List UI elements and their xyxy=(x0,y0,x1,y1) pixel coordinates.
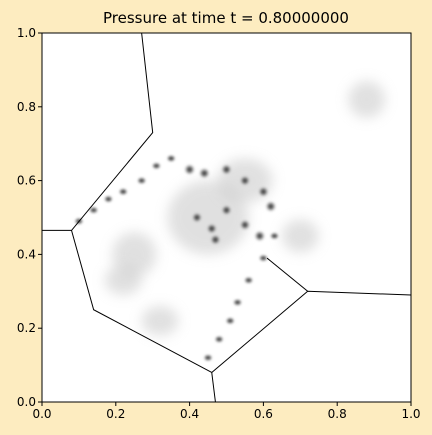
wave-front-lines xyxy=(42,33,411,402)
y-tick-label: 0.2 xyxy=(17,321,36,335)
vortex-core xyxy=(266,201,276,212)
pressure-blob xyxy=(141,306,179,336)
vortex-core xyxy=(240,220,250,230)
vortex-point xyxy=(270,233,279,239)
vortex-core xyxy=(221,164,232,175)
x-tick-label: 0.4 xyxy=(180,407,199,421)
chart-title: Pressure at time t = 0.80000000 xyxy=(103,9,349,27)
wave-front-line xyxy=(266,257,308,292)
vortex-point xyxy=(119,188,127,195)
vortex-point xyxy=(259,255,268,261)
vortex-point xyxy=(104,196,113,202)
plot-frame xyxy=(41,32,412,403)
vortex-core xyxy=(184,164,195,175)
y-tick-label: 0.6 xyxy=(17,174,36,188)
wave-front-line xyxy=(71,230,216,402)
pressure-blob xyxy=(281,219,319,253)
y-tick-label: 0.0 xyxy=(17,395,36,409)
vortex-point xyxy=(215,336,223,343)
vortex-core xyxy=(199,168,210,178)
y-tick-label: 1.0 xyxy=(17,26,36,40)
vortex-core xyxy=(240,175,250,186)
pressure-blob xyxy=(112,232,157,277)
pressure-blob xyxy=(348,80,386,118)
pressure-field xyxy=(75,80,386,361)
axes-ticks: 0.0 0.2 0.4 0.6 0.8 1.0 0.0 0.2 0.4 0.6 0.8 1.0 xyxy=(17,26,421,421)
x-tick-label: 0.0 xyxy=(32,407,51,421)
vortex-point xyxy=(167,155,175,162)
vortex-point xyxy=(233,299,242,306)
x-tick-label: 0.2 xyxy=(106,407,125,421)
x-tick-label: 0.6 xyxy=(254,407,273,421)
wave-front-line xyxy=(42,33,154,231)
x-tick-label: 0.8 xyxy=(328,407,347,421)
vortex-core xyxy=(192,212,202,223)
vortex-core xyxy=(258,186,269,197)
y-tick-label: 0.4 xyxy=(17,247,36,261)
vortex-core xyxy=(210,234,221,245)
vortex-core xyxy=(254,231,265,241)
vortex-point xyxy=(226,317,234,324)
y-tick-label: 0.8 xyxy=(17,100,36,114)
vortex-point xyxy=(204,354,212,361)
x-tick-label: 1.0 xyxy=(401,407,420,421)
vortex-core xyxy=(206,223,217,234)
vortex-point xyxy=(152,162,161,169)
vortex-point xyxy=(137,177,146,184)
pressure-blob xyxy=(104,265,142,295)
vortex-point xyxy=(89,207,98,214)
pressure-blob xyxy=(167,180,249,255)
vortex-point xyxy=(244,277,253,284)
vortex-core xyxy=(221,205,232,215)
